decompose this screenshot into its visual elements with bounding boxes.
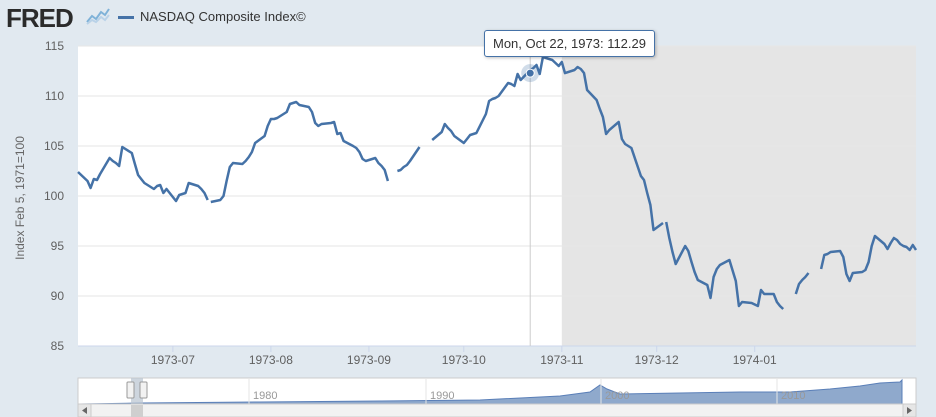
series-line[interactable] bbox=[77, 145, 209, 203]
tooltip-date: Mon, Oct 22, 1973 bbox=[493, 36, 600, 51]
y-tick-label: 105 bbox=[44, 139, 64, 153]
x-tick-label: 1973-09 bbox=[347, 353, 391, 367]
x-tick-label: 1973-11 bbox=[540, 353, 583, 367]
navigator-year-label: 2010 bbox=[781, 390, 805, 402]
chart-header: FRED NASDAQ Composite Index© bbox=[0, 0, 936, 36]
x-tick-label: 1973-12 bbox=[635, 353, 679, 367]
y-tick-label: 115 bbox=[45, 39, 64, 53]
tooltip: Mon, Oct 22, 1973: 112.29 bbox=[484, 30, 655, 57]
series-line[interactable] bbox=[210, 100, 390, 204]
chevron-right-icon bbox=[907, 407, 912, 414]
chevron-left-icon bbox=[82, 407, 87, 414]
series-line[interactable] bbox=[664, 221, 785, 310]
navigator-scrollbar[interactable] bbox=[77, 403, 917, 417]
series-line[interactable] bbox=[431, 55, 664, 232]
series-line[interactable] bbox=[397, 146, 421, 173]
x-tick-label: 1974-01 bbox=[733, 353, 777, 367]
fred-logo[interactable]: FRED bbox=[6, 3, 74, 33]
legend-label: NASDAQ Composite Index© bbox=[140, 9, 306, 24]
line-graph-icon bbox=[86, 7, 110, 25]
chart-legend[interactable]: NASDAQ Composite Index© bbox=[118, 9, 306, 24]
x-tick-label: 1973-08 bbox=[249, 353, 293, 367]
series-line[interactable] bbox=[819, 234, 918, 283]
y-tick-label: 85 bbox=[51, 339, 65, 353]
y-tick-label: 95 bbox=[51, 239, 65, 253]
navigator-year-label: 1980 bbox=[253, 390, 277, 402]
y-tick-label: 90 bbox=[51, 289, 65, 303]
navigator-year-label: 1990 bbox=[430, 390, 454, 402]
y-axis-label: Index Feb 5, 1971=100 bbox=[13, 136, 27, 260]
tooltip-sep: : bbox=[599, 36, 608, 51]
navigator-series-area bbox=[79, 378, 903, 405]
scrollbar-thumb[interactable] bbox=[131, 405, 143, 417]
series-line[interactable] bbox=[794, 272, 810, 295]
tooltip-value: 112.29 bbox=[607, 36, 646, 51]
y-tick-label: 110 bbox=[45, 89, 64, 103]
navigator-handle-left[interactable] bbox=[126, 381, 135, 399]
navigator-handle-right[interactable] bbox=[139, 381, 148, 399]
x-tick-label: 1973-10 bbox=[442, 353, 486, 367]
highlight-point[interactable] bbox=[525, 68, 535, 78]
y-tick-label: 100 bbox=[44, 189, 64, 203]
x-tick-label: 1973-07 bbox=[151, 353, 195, 367]
navigator-year-label: 2000 bbox=[605, 390, 629, 402]
legend-swatch bbox=[118, 16, 134, 20]
